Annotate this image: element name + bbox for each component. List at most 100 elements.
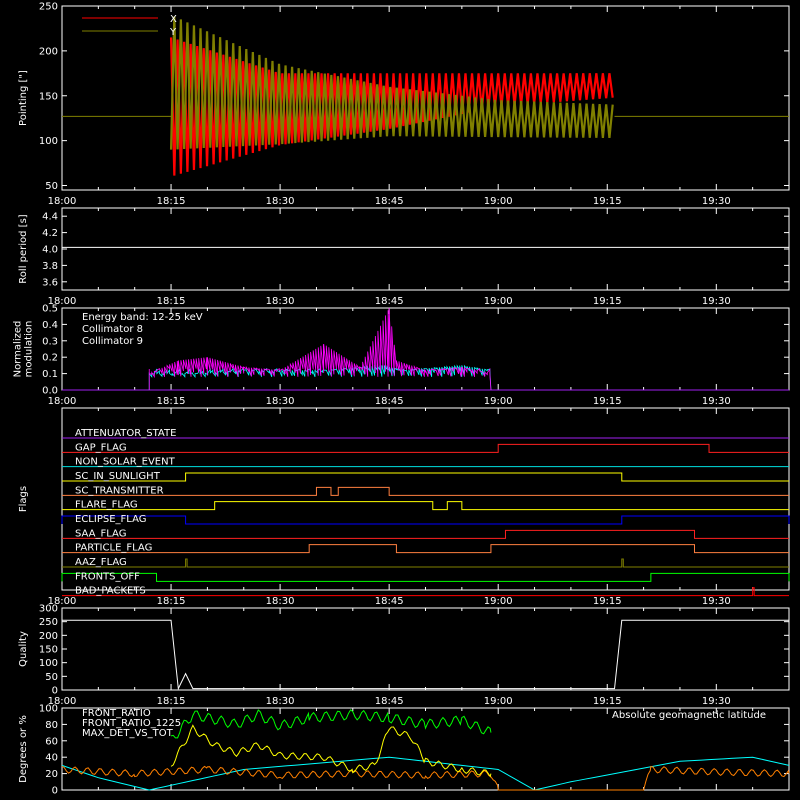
flag-label-flare-flag: FLARE_FLAG <box>75 500 138 511</box>
flag-line-particle-flag <box>62 544 789 554</box>
geomag-ylabel: Degrees or % <box>18 715 29 783</box>
x-tick-label: 18:30 <box>266 396 295 407</box>
x-tick-label: 19:30 <box>702 196 731 207</box>
pointing-ytick-label: 100 <box>39 136 58 147</box>
pointing-ytick-label: 200 <box>39 46 58 57</box>
pointing-ylabel: Pointing ["] <box>18 70 29 126</box>
modulation-ytick-label: 0.3 <box>42 336 58 347</box>
quality-ylabel: Quality <box>18 631 29 667</box>
flag-label-non-solar-event: NON_SOLAR_EVENT <box>75 457 176 468</box>
energy-band-label: Energy band: 12-25 keV <box>82 312 203 323</box>
pointing-ytick-label: 50 <box>45 181 58 192</box>
flag-line-sc-in-sunlight <box>62 472 789 482</box>
legend-label-front-ratio-1225: FRONT_RATIO_1225 <box>82 718 181 729</box>
geomag-ytick-label: 0 <box>52 786 58 797</box>
x-tick-label: 18:30 <box>266 696 295 707</box>
x-tick-label: 18:30 <box>266 296 295 307</box>
roll-ytick-label: 3.8 <box>42 261 58 272</box>
x-tick-label: 19:00 <box>484 196 513 207</box>
quality-ytick-label: 50 <box>45 672 58 683</box>
x-tick-label: 19:00 <box>484 596 513 607</box>
x-tick-label: 18:15 <box>157 196 186 207</box>
x-tick-label: 18:15 <box>157 696 186 707</box>
x-tick-label: 18:30 <box>266 196 295 207</box>
quality-ytick-label: 100 <box>39 658 58 669</box>
x-tick-label: 18:45 <box>375 696 404 707</box>
legend-label-y: Y <box>169 27 177 38</box>
modulation-ylabel: Normalized <box>13 321 24 378</box>
x-tick-label: 18:15 <box>157 596 186 607</box>
geomag-ytick-label: 80 <box>45 720 58 731</box>
x-tick-label: 18:15 <box>157 296 186 307</box>
x-tick-label: 19:00 <box>484 696 513 707</box>
x-tick-label: 18:00 <box>48 296 77 307</box>
x-tick-label: 19:15 <box>593 596 622 607</box>
flag-label-fronts-off: FRONTS_OFF <box>75 571 140 582</box>
roll-ytick-label: 4.0 <box>42 245 58 256</box>
legend-label-front-ratio: FRONT_RATIO <box>82 708 151 719</box>
pointing-ytick-label: 150 <box>39 91 58 102</box>
flag-label-gap-flag: GAP_FLAG <box>75 442 127 453</box>
geomag-ytick-label: 60 <box>45 736 58 747</box>
x-tick-label: 19:00 <box>484 396 513 407</box>
flag-line-fronts-off <box>61 572 790 582</box>
quality-ytick-label: 0 <box>52 686 58 697</box>
modulation-ytick-label: 0.0 <box>42 386 58 397</box>
x-tick-label: 18:45 <box>375 396 404 407</box>
geomag-latitude-label: Absolute geomagnetic latitude <box>612 710 766 721</box>
x-tick-label: 19:00 <box>484 296 513 307</box>
x-tick-label: 18:15 <box>157 396 186 407</box>
flag-label-eclipse-flag: ECLIPSE_FLAG <box>75 514 146 525</box>
roll-ylabel: Roll period [s] <box>18 214 29 283</box>
legend-label-x: X <box>170 14 177 25</box>
flag-label-sc-in-sunlight: SC_IN_SUNLIGHT <box>75 471 161 482</box>
geomag-series-max-det-vs-tot <box>61 765 790 791</box>
x-tick-label: 18:00 <box>48 596 77 607</box>
pointing-ytick-label: 250 <box>39 2 58 13</box>
flag-line-bad-packets <box>62 587 789 597</box>
x-tick-label: 19:15 <box>593 396 622 407</box>
flag-line-saa-flag <box>62 529 789 539</box>
roll-ytick-label: 3.6 <box>42 277 58 288</box>
x-tick-label: 19:15 <box>593 296 622 307</box>
flag-line-sc-transmitter <box>62 486 789 496</box>
x-tick-label: 19:15 <box>593 196 622 207</box>
quality-series <box>62 619 789 691</box>
flag-label-particle-flag: PARTICLE_FLAG <box>75 543 152 554</box>
legend-label-collimator-9: Collimator 9 <box>82 336 143 347</box>
legend-label-max-det-vs-tot: MAX_DET_VS_TOT <box>82 728 174 739</box>
x-tick-label: 19:30 <box>702 396 731 407</box>
flag-label-attenuator-state: ATTENUATOR_STATE <box>75 428 176 439</box>
modulation-ytick-label: 0.1 <box>42 369 58 380</box>
flag-label-bad-packets: BAD_PACKETS <box>75 586 146 597</box>
modulation-ytick-label: 0.4 <box>42 320 58 331</box>
geomag-ytick-label: 20 <box>45 769 58 780</box>
flag-line-gap-flag <box>62 443 789 453</box>
quality-ytick-label: 300 <box>39 604 58 615</box>
geomag-ytick-label: 40 <box>45 753 58 764</box>
x-tick-label: 19:30 <box>702 696 731 707</box>
x-tick-label: 18:00 <box>48 696 77 707</box>
x-tick-label: 19:30 <box>702 296 731 307</box>
quality-ytick-label: 150 <box>39 645 58 656</box>
legend-label-collimator-8: Collimator 8 <box>82 324 143 335</box>
geomag-series-front-ratio <box>170 724 492 778</box>
roll-ytick-label: 4.2 <box>42 228 58 239</box>
geomag-ytick-label: 100 <box>39 704 58 715</box>
modulation-ylabel: modulation <box>24 321 35 378</box>
x-tick-label: 18:00 <box>48 196 77 207</box>
flag-line-eclipse-flag <box>61 515 790 525</box>
modulation-series-9 <box>148 307 492 391</box>
x-tick-label: 19:30 <box>702 596 731 607</box>
modulation-ytick-label: 0.2 <box>42 353 58 364</box>
pointing-series-y <box>169 16 614 150</box>
x-tick-label: 18:45 <box>375 296 404 307</box>
x-tick-label: 18:00 <box>48 396 77 407</box>
flags-ylabel: Flags <box>18 486 29 512</box>
geomag-series-absolute-geomagnetic-latitude <box>61 756 790 791</box>
roll-ytick-label: 4.4 <box>42 212 58 223</box>
flag-line-aaz-flag <box>62 558 789 568</box>
geomag-series-front-ratio-1225 <box>170 709 492 739</box>
flag-label-aaz-flag: AAZ_FLAG <box>75 557 127 568</box>
quality-ytick-label: 200 <box>39 631 58 642</box>
